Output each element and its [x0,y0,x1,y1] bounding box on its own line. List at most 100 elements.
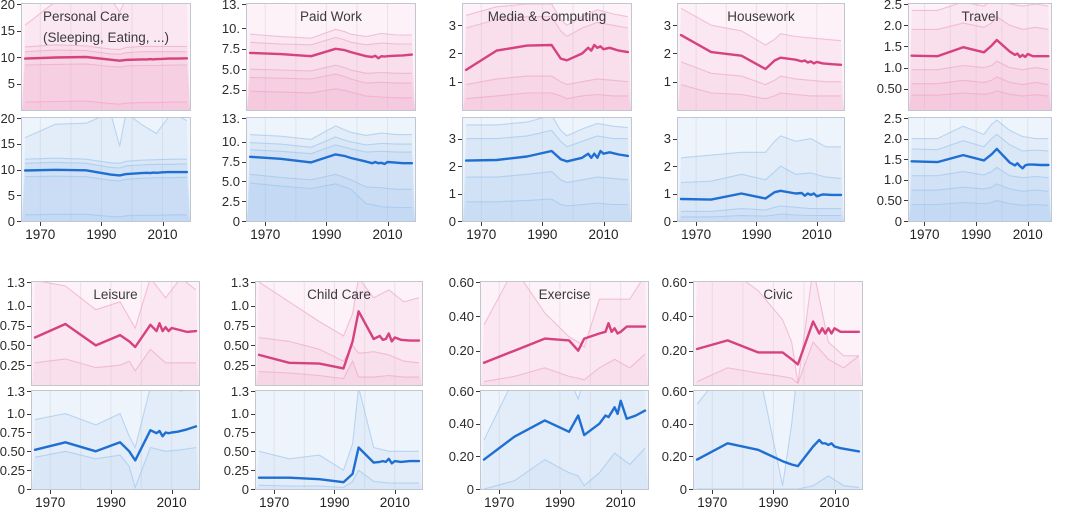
paid-work-blue-panel [246,117,416,222]
band-line [250,36,412,46]
band-line [681,205,841,212]
y-tick-label: 5.0 [221,61,240,77]
y-tick-label: 0 [7,213,15,229]
housework-pink-plot [678,4,844,110]
leisure-pink-panel [31,281,200,386]
child-care-pink-plot [256,282,422,385]
y-tick-mark [251,391,255,392]
band-fill [256,391,422,489]
band-line [466,92,628,100]
y-tick-label: 0.20 [448,448,474,464]
x-tick-label: 1970 [35,495,66,510]
band-line [250,88,412,99]
y-tick-mark [689,350,693,352]
leisure-pink-plot [32,282,199,385]
y-tick-label: 0.50 [876,81,902,97]
x-tick-mark [481,222,483,226]
band-line [483,447,646,489]
y-tick-mark [17,30,21,32]
x-tick-mark [394,490,396,494]
personal-care-blue-main-line [23,168,189,177]
y-tick-mark [27,413,31,415]
y-tick-label: 2.5 [883,110,902,126]
y-tick-mark [27,305,31,307]
band-fill [481,282,648,385]
x-tick-mark [834,490,836,494]
leisure-blue-main-line [33,425,198,462]
y-tick-label: 0 [448,213,456,229]
travel-title: Travel [908,7,1052,28]
band-fill [22,176,190,221]
x-tick-label: 1990 [961,227,992,242]
travel-pink-plot [909,4,1051,110]
band-line [34,391,184,450]
x-tick-mark [559,490,561,494]
y-tick-mark [27,282,31,283]
paid-work-pink-panel [246,3,416,111]
travel-pink-panel [908,3,1052,111]
x-tick-label: 1970 [484,495,515,510]
x-tick-mark [696,222,698,226]
y-tick-mark [458,193,462,195]
title-lines: Personal Care (Sleeping, Eating, ...) [43,7,169,49]
x-tick-mark [620,490,622,494]
exercise-blue-panel [480,390,649,490]
x-tick-label: 1970 [681,227,712,242]
y-tick-mark [27,432,31,434]
y-tick-mark [904,67,908,69]
exercise-pink-main-line [482,322,647,364]
y-tick-mark [17,169,21,171]
title-line: (Sleeping, Eating, ...) [42,29,170,45]
x-tick-label: 2010 [801,227,832,242]
media-computing-blue-panel [462,117,632,222]
y-tick-label: 2 [663,45,671,61]
media-computing-pink-main-line [464,43,630,72]
x-tick-mark [171,490,173,494]
band-line [250,182,412,209]
band-fill [678,84,844,110]
y-tick-label: 1 [448,74,456,90]
band-line [258,469,419,489]
y-tick-mark [242,69,246,71]
y-tick-label: 1 [663,74,671,90]
y-tick-label: 1.0 [883,172,902,188]
band-fill [247,29,415,110]
band-line [466,198,628,207]
band-fill [909,76,1051,110]
band-fill [463,16,631,110]
y-tick-mark [673,138,677,140]
band-fill [909,16,1051,110]
band-line [250,28,412,39]
title-lines: Paid Work [300,7,362,28]
title-line: Exercise [538,287,591,302]
y-tick-label: 0 [17,481,25,497]
band-fill [32,282,199,385]
y-tick-mark [251,282,255,283]
civic-blue-panel [693,390,863,490]
x-tick-mark [50,490,52,494]
x-tick-mark [387,222,389,226]
personal-care-pink-main-line [23,55,189,62]
band-line [250,73,412,84]
y-tick-label: 0.50 [223,443,249,459]
y-tick-mark [904,159,908,161]
title-line: Child Care [307,287,371,302]
x-tick-label: 1990 [741,227,772,242]
travel-blue-plot [909,118,1051,221]
band-fill [247,65,415,110]
x-tick-mark [1027,222,1029,226]
personal-care-blue-plot [22,118,190,221]
y-tick-mark [689,456,693,458]
title-lines: Leisure [93,285,137,306]
band-fill [678,61,844,110]
y-tick-mark [27,365,31,367]
y-tick-mark [458,53,462,55]
band-fill [247,88,415,110]
band-fill [463,171,631,221]
x-tick-label: 1990 [544,495,575,510]
x-tick-label: 2010 [819,495,850,510]
y-tick-label: 2.5 [221,193,240,209]
y-tick-label: 3 [448,17,456,33]
x-tick-mark [162,222,164,226]
